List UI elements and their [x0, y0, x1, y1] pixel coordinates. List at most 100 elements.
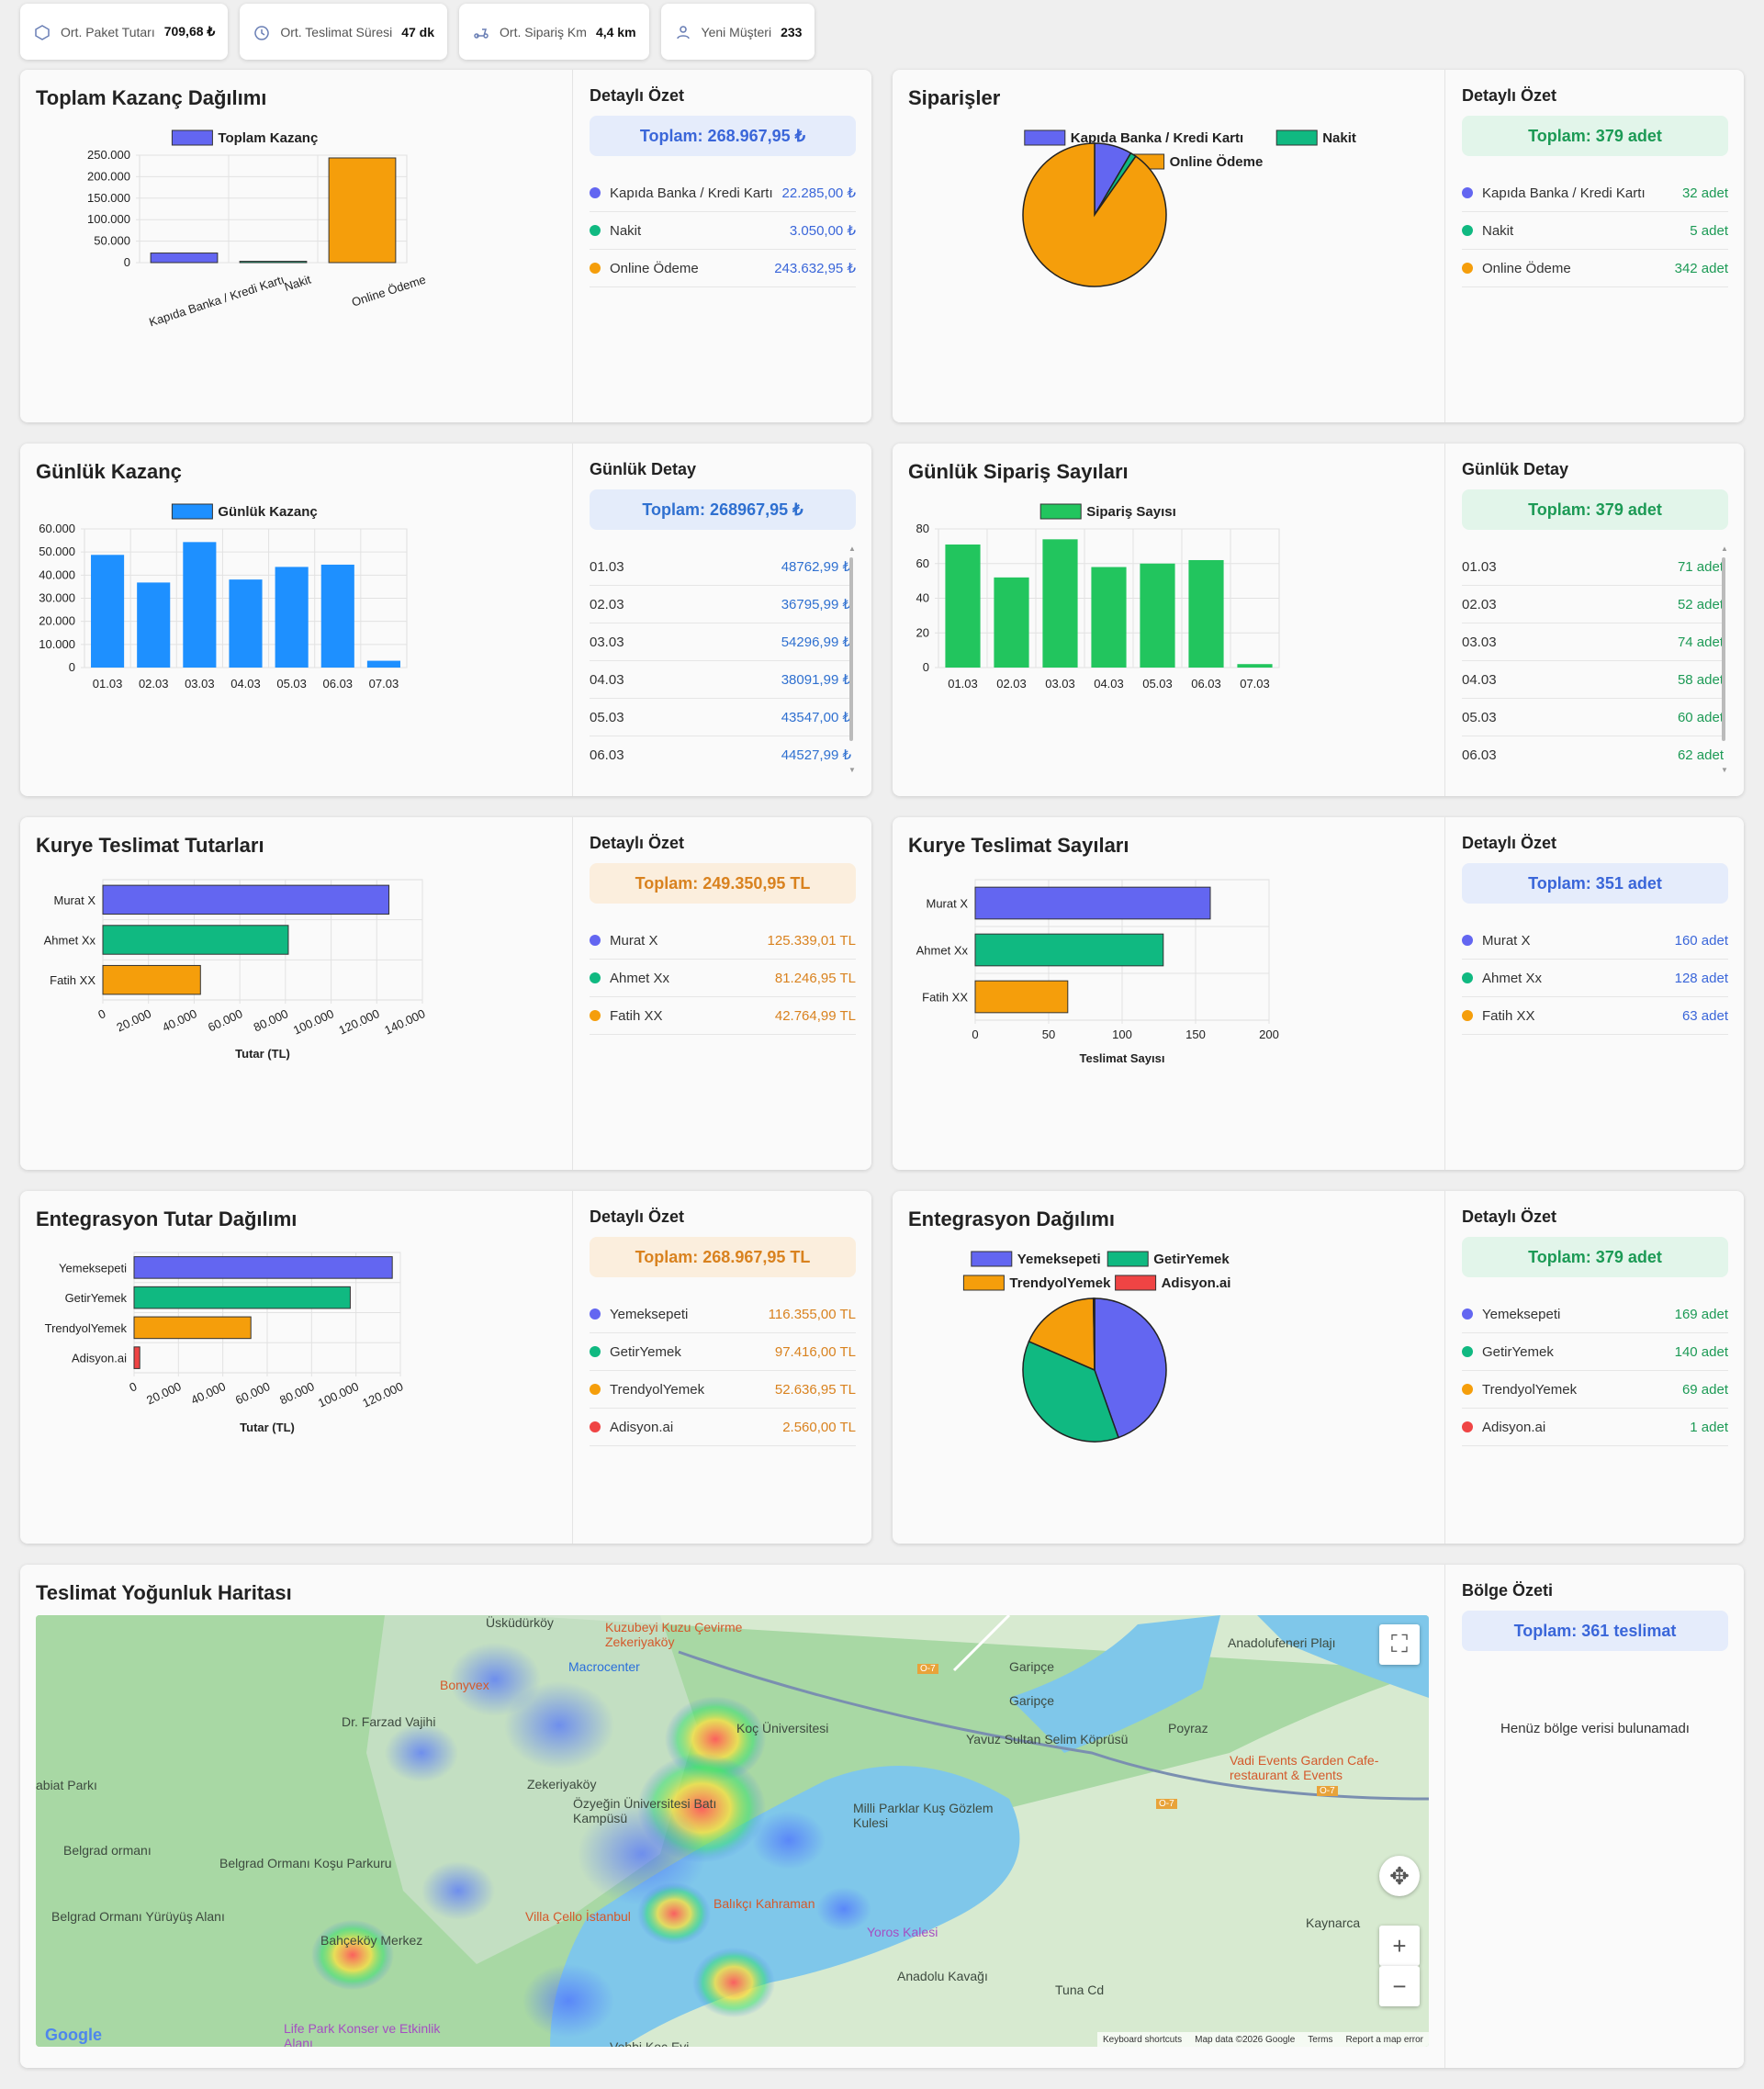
- item-label: Murat X: [1482, 932, 1531, 949]
- item-value: 116.355,00 TL: [768, 1306, 856, 1322]
- item-value: 22.285,00 ₺: [781, 185, 856, 201]
- map-footer-link[interactable]: Map data ©2026 Google: [1195, 2034, 1296, 2045]
- map-label[interactable]: O-7: [917, 1664, 938, 1674]
- scrollbar[interactable]: ▲ ▼: [848, 545, 856, 774]
- scrollbar[interactable]: ▲ ▼: [1721, 545, 1728, 774]
- item-label: Yemeksepeti: [610, 1306, 689, 1322]
- summary-item: Fatih XX 42.764,99 TL: [590, 997, 856, 1035]
- legend-label: Günlük Kazanç: [218, 504, 317, 520]
- map-label[interactable]: Vehbi Koç Evi: [610, 2039, 690, 2047]
- map-label[interactable]: Macrocenter: [568, 1659, 640, 1674]
- map-label[interactable]: Anadolufeneri Plajı: [1228, 1635, 1336, 1650]
- detail-list[interactable]: 01.03 48762,99 ₺ 02.03 36795,99 ₺ 03.03 54296…: [590, 548, 851, 769]
- camera-control-button[interactable]: ✥: [1379, 1856, 1420, 1896]
- legend-dot: [1462, 1384, 1473, 1395]
- map-label[interactable]: Life Park Konser ve Etkinlik Alanı: [284, 2021, 441, 2047]
- map-label[interactable]: O-7: [1317, 1786, 1338, 1796]
- delivery-heatmap[interactable]: Üsküdürköy Kuzubeyi Kuzu Çevirme Zekeriya…: [36, 1615, 1429, 2047]
- map-label[interactable]: Villa Çello İstanbul: [525, 1909, 631, 1924]
- kpi-ort-paket-tutar: Ort. Paket Tutarı 709,68 ₺: [20, 4, 229, 60]
- x-axis-title: Tutar (TL): [240, 1421, 295, 1434]
- x-tick-label: 100.000: [316, 1379, 361, 1410]
- row-value: 52 adet: [1677, 596, 1724, 612]
- summary-list: Yemeksepeti 169 adet GetirYemek 140 adet Tre…: [1462, 1296, 1728, 1446]
- map-label[interactable]: Vadi Events Garden Cafe-restaurant & Eve…: [1230, 1753, 1379, 1782]
- summary-item: Ahmet Xx 81.246,95 TL: [590, 960, 856, 997]
- map-label[interactable]: Tuna Cd: [1055, 1982, 1105, 1997]
- card-title: Siparişler: [908, 86, 1001, 109]
- bar-nakit: [239, 261, 308, 264]
- map-label[interactable]: Özyeğin Üniversitesi Batı Kampüsü: [573, 1796, 717, 1825]
- map-label[interactable]: Garipçe: [1009, 1693, 1055, 1708]
- map-label[interactable]: abiat Parkı: [36, 1778, 97, 1792]
- map-footer-link[interactable]: Report a map error: [1345, 2034, 1423, 2045]
- map-label[interactable]: Poyraz: [1168, 1721, 1208, 1735]
- bar-ahmet-xx: [102, 925, 289, 955]
- map-footer-link[interactable]: Terms: [1308, 2034, 1333, 2045]
- kpi-ort-sipari-km: Ort. Sipariş Km 4,4 km: [459, 4, 649, 60]
- legend-label: TrendyolYemek: [1009, 1275, 1111, 1291]
- item-label: Murat X: [610, 932, 658, 949]
- legend-dot: [1462, 972, 1473, 983]
- map-label[interactable]: Milli Parklar Kuş Gözlem Kulesi: [853, 1801, 994, 1830]
- x-tick-label: Nakit: [283, 272, 313, 294]
- y-tick-label: GetirYemek: [65, 1291, 128, 1305]
- legend-dot: [1462, 1421, 1473, 1432]
- kpi-label: Ort. Sipariş Km: [500, 24, 587, 39]
- row-value: 71 adet: [1677, 558, 1724, 575]
- map-label[interactable]: Kuzubeyi Kuzu Çevirme Zekeriyaköy: [605, 1620, 743, 1649]
- row-date: 04.03: [1462, 671, 1497, 688]
- bar-01-03: [945, 544, 981, 668]
- row-date: 02.03: [590, 596, 624, 612]
- kpi-bar: Ort. Paket Tutarı 709,68 ₺ Ort. Teslimat S…: [20, 4, 815, 61]
- legend-dot: [590, 935, 601, 946]
- bar-fatih-xx: [974, 980, 1069, 1014]
- item-label: Nakit: [610, 222, 642, 239]
- map-label[interactable]: Yavuz Sultan Selim Köprüsü: [966, 1732, 1129, 1746]
- map-label[interactable]: Balıkçı Kahraman: [713, 1896, 815, 1911]
- daily-row: 04.03 58 adet: [1462, 661, 1724, 699]
- legend-dot: [1462, 225, 1473, 236]
- map-label[interactable]: Dr. Farzad Vajihi: [342, 1714, 436, 1729]
- map-label[interactable]: Koç Üniversitesi: [736, 1721, 829, 1735]
- map-label[interactable]: Kaynarca: [1306, 1915, 1361, 1930]
- legend-dot: [590, 187, 601, 198]
- card-title: Entegrasyon Tutar Dağılımı: [36, 1207, 298, 1230]
- map-label[interactable]: Belgrad Ormanı Yürüyüş Alanı: [51, 1909, 225, 1924]
- map-label[interactable]: Garipçe: [1009, 1659, 1055, 1674]
- y-tick-label: 80: [916, 522, 929, 535]
- bar-trendyolyemek: [133, 1316, 252, 1340]
- map-label[interactable]: Üsküdürköy: [486, 1615, 554, 1630]
- map-label[interactable]: Bonyvex: [440, 1678, 489, 1692]
- x-tick-label: 04.03: [230, 677, 261, 691]
- bar-05-03: [275, 567, 309, 668]
- map-label[interactable]: Belgrad ormanı: [63, 1843, 152, 1858]
- map-label[interactable]: O-7: [1156, 1799, 1177, 1809]
- map-label[interactable]: Belgrad Ormanı Koşu Parkuru: [219, 1856, 392, 1870]
- map-footer-link[interactable]: Keyboard shortcuts: [1102, 2034, 1183, 2045]
- x-tick-label: 03.03: [185, 677, 215, 691]
- item-label: Online Ödeme: [610, 260, 699, 276]
- map-label[interactable]: Anadolu Kavağı: [897, 1969, 988, 1983]
- zoom-out-button[interactable]: −: [1379, 1966, 1420, 2006]
- map-label[interactable]: Yoros Kalesi: [867, 1925, 938, 1939]
- bar-03-03: [1042, 539, 1078, 668]
- bar-04-03: [1091, 567, 1127, 668]
- legend-dot: [1462, 187, 1473, 198]
- summary-item: Online Ödeme 243.632,95 ₺: [590, 250, 856, 287]
- x-tick-label: 140.000: [382, 1006, 427, 1037]
- x-tick-label: Kapıda Banka / Kredi Kartı: [147, 273, 286, 330]
- map-label[interactable]: Zekeriyaköy: [527, 1777, 597, 1791]
- x-tick-label: 120.000: [337, 1006, 382, 1037]
- zoom-in-button[interactable]: +: [1379, 1926, 1420, 1966]
- y-tick-label: Fatih XX: [922, 991, 968, 1005]
- fullscreen-button[interactable]: ⛶: [1379, 1624, 1420, 1665]
- card-title: Kurye Teslimat Tutarları: [36, 834, 264, 857]
- detail-list[interactable]: 01.03 71 adet 02.03 52 adet 03.03 74 adet 04.0…: [1462, 548, 1724, 769]
- courier-amount-summary: Detaylı Özet Toplam: 249.350,95 TL Murat…: [572, 817, 871, 1170]
- item-label: TrendyolYemek: [610, 1381, 705, 1398]
- map-label[interactable]: Bahçeköy Merkez: [320, 1933, 423, 1948]
- kpi-value: 4,4 km: [595, 24, 636, 39]
- legend-label: GetirYemek: [1153, 1252, 1230, 1267]
- x-tick-label: 07.03: [369, 677, 399, 691]
